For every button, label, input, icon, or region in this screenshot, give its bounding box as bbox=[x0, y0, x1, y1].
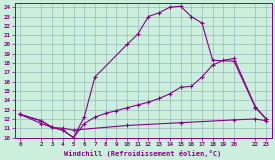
X-axis label: Windchill (Refroidissement éolien,°C): Windchill (Refroidissement éolien,°C) bbox=[64, 150, 222, 156]
